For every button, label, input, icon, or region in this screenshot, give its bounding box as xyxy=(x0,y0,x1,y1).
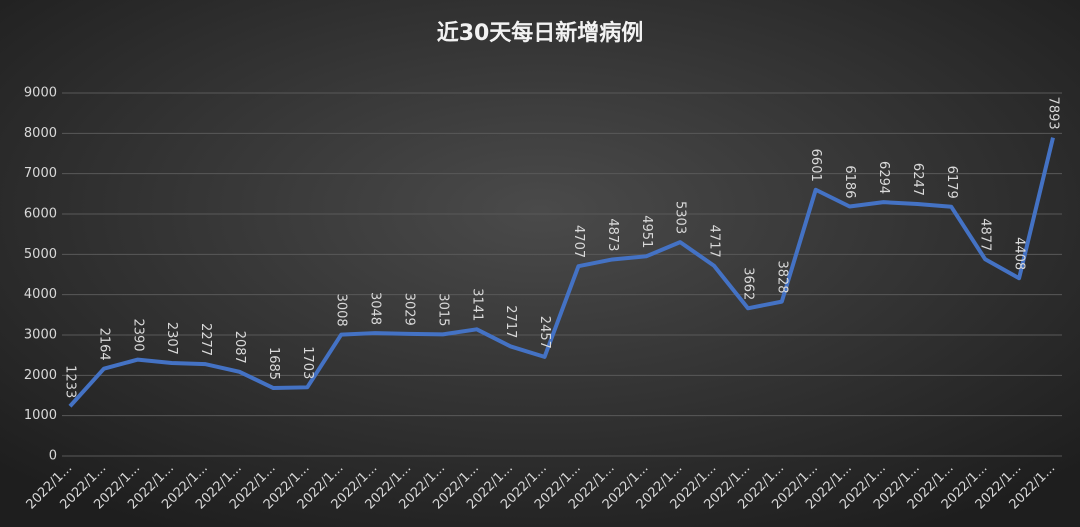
data-label: 2457 xyxy=(537,316,552,349)
data-label: 4408 xyxy=(1012,237,1027,270)
data-label: 7893 xyxy=(1046,97,1061,130)
data-label: 3029 xyxy=(401,293,416,326)
y-tick-label: 3000 xyxy=(24,328,57,343)
data-label: 3008 xyxy=(334,294,349,327)
data-label: 2087 xyxy=(232,331,247,364)
data-label: 3662 xyxy=(740,267,755,300)
y-tick-label: 8000 xyxy=(24,126,57,141)
data-label: 2390 xyxy=(130,319,145,352)
y-tick-label: 1000 xyxy=(24,408,57,423)
y-tick-label: 4000 xyxy=(24,287,57,302)
data-label: 3048 xyxy=(368,292,383,325)
y-tick-label: 2000 xyxy=(24,368,57,383)
data-label: 3141 xyxy=(469,288,484,321)
data-label: 6247 xyxy=(910,163,925,196)
data-label: 1233 xyxy=(63,365,78,398)
data-label: 4873 xyxy=(605,218,620,251)
data-label: 2164 xyxy=(96,328,111,361)
data-label: 6186 xyxy=(842,165,857,198)
y-tick-label: 0 xyxy=(49,449,57,464)
data-label: 2717 xyxy=(503,305,518,338)
y-tick-label: 7000 xyxy=(24,166,57,181)
data-label: 5303 xyxy=(673,201,688,234)
chart-title: 近30天每日新增病例 xyxy=(437,20,644,46)
data-label: 4717 xyxy=(707,225,722,258)
data-label: 4877 xyxy=(978,218,993,251)
data-label: 6601 xyxy=(808,149,823,182)
data-label: 1685 xyxy=(266,347,281,380)
data-label: 4707 xyxy=(571,225,586,258)
data-label: 2307 xyxy=(164,322,179,355)
y-tick-label: 6000 xyxy=(24,207,57,222)
y-tick-label: 5000 xyxy=(24,247,57,262)
data-label: 1703 xyxy=(300,346,315,379)
data-label: 2277 xyxy=(198,323,213,356)
data-label: 6294 xyxy=(876,161,891,194)
data-label: 4951 xyxy=(639,215,654,248)
y-tick-label: 9000 xyxy=(24,86,57,101)
data-label: 6179 xyxy=(944,166,959,199)
data-line xyxy=(68,137,1055,408)
data-label: 3828 xyxy=(774,261,789,294)
data-label: 3015 xyxy=(435,293,450,326)
